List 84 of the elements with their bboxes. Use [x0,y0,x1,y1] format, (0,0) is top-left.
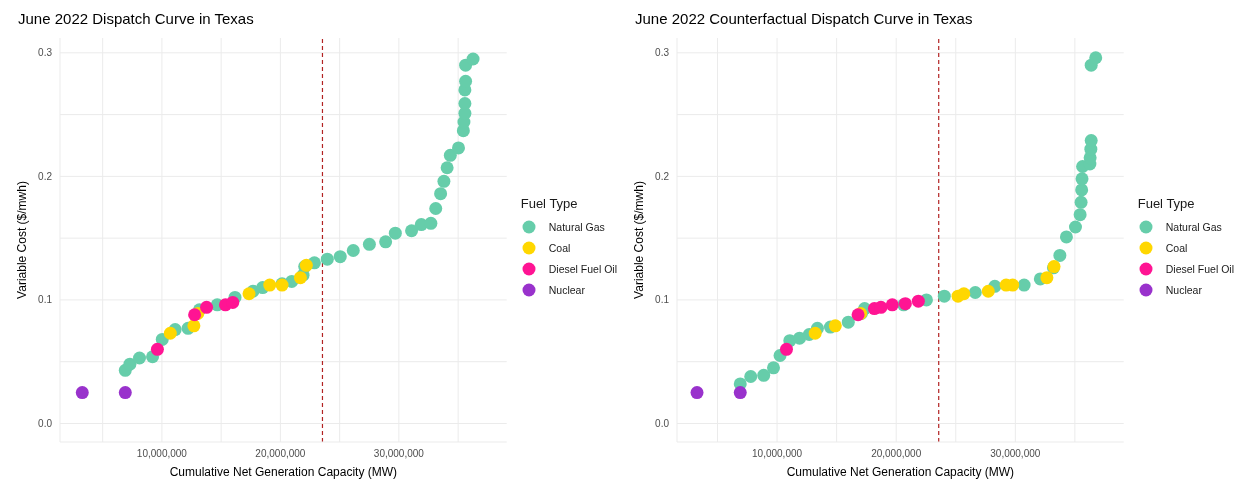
x-tick-label: 30,000,000 [990,448,1041,460]
point [242,287,256,301]
legend-label: Diesel Fuel Oil [548,263,617,275]
point [187,319,201,333]
legend-label: Nuclear [1165,284,1202,296]
y-axis-title: Variable Cost ($/mwh) [632,181,647,299]
y-tick-label: 0.1 [38,294,53,306]
legend-label: Nuclear [548,284,585,296]
y-tick-label: 0.0 [38,418,53,430]
point [466,52,480,66]
point [1053,248,1067,262]
point [150,342,164,356]
point [333,250,347,264]
point [690,386,704,400]
point [757,368,771,382]
point [443,148,457,162]
x-tick-label: 20,000,000 [871,448,922,460]
point [828,319,842,333]
point [911,294,925,308]
chart-title: June 2022 Counterfactual Dispatch Curve in Texas [635,10,973,27]
legend-label: Natural Gas [548,221,605,233]
x-tick-label: 10,000,000 [752,448,803,460]
point [320,252,334,266]
point [766,361,780,375]
point [968,286,982,300]
point [885,298,899,312]
point [437,174,451,188]
x-tick-label: 20,000,000 [255,448,306,460]
point [263,278,277,292]
legend-label: Coal [548,242,571,254]
point [458,96,472,110]
y-tick-label: 0.2 [655,170,670,182]
point [405,224,419,238]
point [362,237,376,251]
y-tick-label: 0.3 [38,47,53,59]
point [163,326,177,340]
point [451,141,465,155]
point [434,187,448,201]
point [75,386,89,400]
point [429,202,443,215]
point [1017,278,1031,292]
point [459,74,473,88]
point [200,300,214,314]
point [424,216,438,230]
y-axis-title: Variable Cost ($/mwh) [15,181,30,299]
chart-title: June 2022 Dispatch Curve in Texas [18,10,254,27]
x-axis-title: Cumulative Net Generation Capacity (MW) [169,465,398,479]
point [1075,183,1089,197]
legend-title: Fuel Type [520,195,579,211]
point [118,386,132,400]
point [808,326,822,340]
point [388,226,402,240]
point [1089,51,1103,65]
point [937,289,951,303]
point [1040,271,1054,285]
point [779,342,793,356]
point [1074,195,1088,209]
point [1073,208,1087,222]
point [1075,172,1089,186]
x-tick-label: 30,000,000 [373,448,425,460]
point [440,161,454,175]
point [744,370,758,384]
legend-label: Coal [1165,242,1188,254]
legend-label: Diesel Fuel Oil [1165,263,1234,275]
point [123,357,137,371]
point [733,386,747,400]
point [981,284,995,298]
legend-title: Fuel Type [1137,195,1196,211]
point [379,235,393,249]
point [841,315,855,329]
y-tick-label: 0.1 [655,294,670,306]
point [1059,230,1073,244]
point [346,244,360,257]
y-tick-label: 0.0 [655,418,670,430]
point [874,300,888,314]
x-tick-label: 10,000,000 [136,448,188,460]
x-axis-title: Cumulative Net Generation Capacity (MW) [786,465,1015,479]
y-tick-label: 0.3 [655,47,670,59]
y-tick-label: 0.2 [38,170,53,182]
legend-label: Natural Gas [1165,221,1222,233]
point [133,351,147,365]
point [1068,220,1082,234]
point [957,287,971,301]
point [226,295,240,309]
